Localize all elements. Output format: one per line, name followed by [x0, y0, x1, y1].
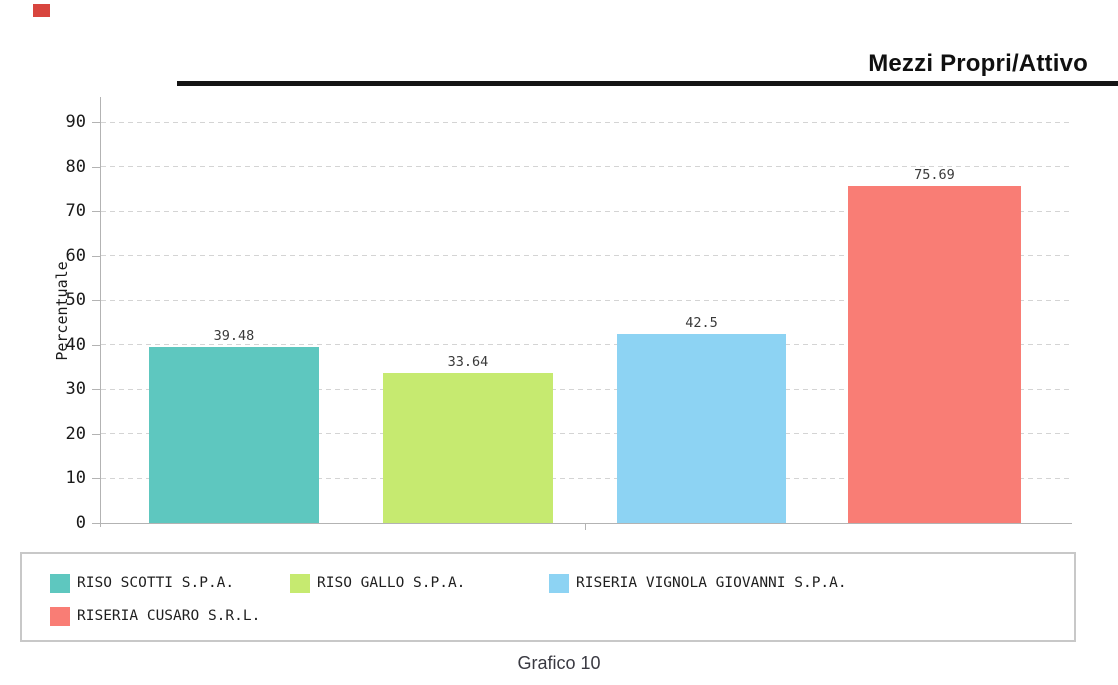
y-tick-40 — [92, 344, 101, 346]
y-tick-20 — [92, 433, 101, 435]
legend-label-3: RISERIA VIGNOLA GIOVANNI S.P.A. — [576, 575, 847, 591]
y-tick-label-60: 60 — [65, 245, 86, 266]
y-tick-0 — [92, 523, 101, 524]
bar-value-label-2: 33.64 — [447, 354, 489, 371]
x-axis-line — [100, 523, 1072, 524]
gridline-60 — [101, 255, 1072, 257]
chart-title: Mezzi Propri/Attivo — [868, 50, 1088, 77]
y-tick-50 — [92, 300, 101, 302]
bar-3 — [617, 333, 786, 523]
y-tick-30 — [92, 389, 101, 391]
chart-legend: RISO SCOTTI S.P.A. RISO GALLO S.P.A. RISER… — [20, 552, 1076, 642]
legend-label-1: RISO SCOTTI S.P.A. — [77, 575, 235, 591]
y-tick-label-0: 0 — [75, 513, 86, 533]
y-tick-70 — [92, 211, 101, 213]
gridline-50 — [101, 299, 1072, 301]
y-tick-label-50: 50 — [65, 290, 86, 311]
y-tick-10 — [92, 478, 101, 480]
bar-value-label-1: 39.48 — [213, 328, 255, 345]
legend-swatch-3 — [549, 574, 569, 593]
x-axis-mid-tick — [585, 524, 586, 530]
legend-swatch-2 — [290, 574, 310, 593]
legend-label-4: RISERIA CUSARO S.R.L. — [77, 608, 261, 624]
y-tick-label-30: 30 — [65, 379, 86, 400]
y-axis-line — [100, 97, 101, 527]
corner-mark — [33, 4, 50, 17]
legend-swatch-4 — [50, 607, 70, 626]
y-tick-90 — [92, 122, 101, 124]
gridline-40 — [101, 344, 1072, 346]
bar-4 — [848, 186, 1021, 523]
bar-value-label-3: 42.5 — [685, 314, 718, 331]
title-rule — [177, 81, 1118, 86]
y-tick-60 — [92, 255, 101, 257]
y-tick-label-90: 90 — [65, 112, 86, 133]
gridline-80 — [101, 166, 1072, 168]
y-tick-label-80: 80 — [65, 156, 86, 177]
gridline-20 — [101, 433, 1072, 435]
y-tick-label-10: 10 — [65, 468, 86, 489]
legend-swatch-1 — [50, 574, 70, 593]
gridline-10 — [101, 477, 1072, 479]
figure-caption: Grafico 10 — [517, 653, 601, 673]
legend-label-2: RISO GALLO S.P.A. — [317, 575, 466, 591]
bar-2 — [383, 373, 553, 523]
y-tick-label-20: 20 — [65, 423, 86, 444]
gridline-70 — [101, 210, 1072, 212]
y-tick-80 — [92, 166, 101, 168]
gridline-30 — [101, 388, 1072, 390]
bar-1 — [149, 347, 319, 523]
y-tick-label-70: 70 — [65, 201, 86, 222]
gridline-90 — [101, 121, 1072, 123]
y-tick-label-40: 40 — [65, 334, 86, 355]
bar-value-label-4: 75.69 — [914, 167, 955, 184]
